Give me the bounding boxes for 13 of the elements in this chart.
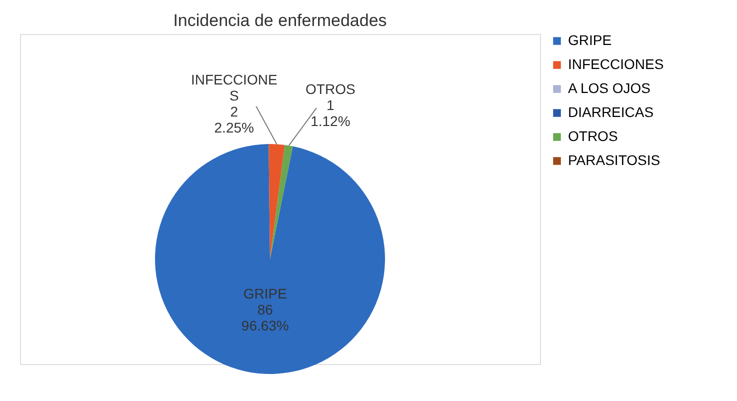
pie-slice (268, 144, 285, 259)
legend-label: A LOS OJOS (568, 80, 650, 96)
pie-slice (270, 144, 293, 259)
data-label: OTROS 1 1.12% (306, 81, 356, 130)
data-label: INFECCIONE S 2 2.25% (190, 71, 278, 136)
legend-label: GRIPE (568, 32, 612, 48)
legend-label: PARASITOSIS (568, 152, 660, 168)
data-label: GRIPE 86 96.63% (241, 286, 289, 334)
pie-slice (155, 144, 385, 374)
chart-title: Incidencia de enfermedades (173, 11, 387, 30)
legend-label: DIARREICAS (568, 104, 654, 120)
legend-label: INFECCIONES (568, 56, 664, 72)
legend-label: OTROS (568, 128, 618, 144)
